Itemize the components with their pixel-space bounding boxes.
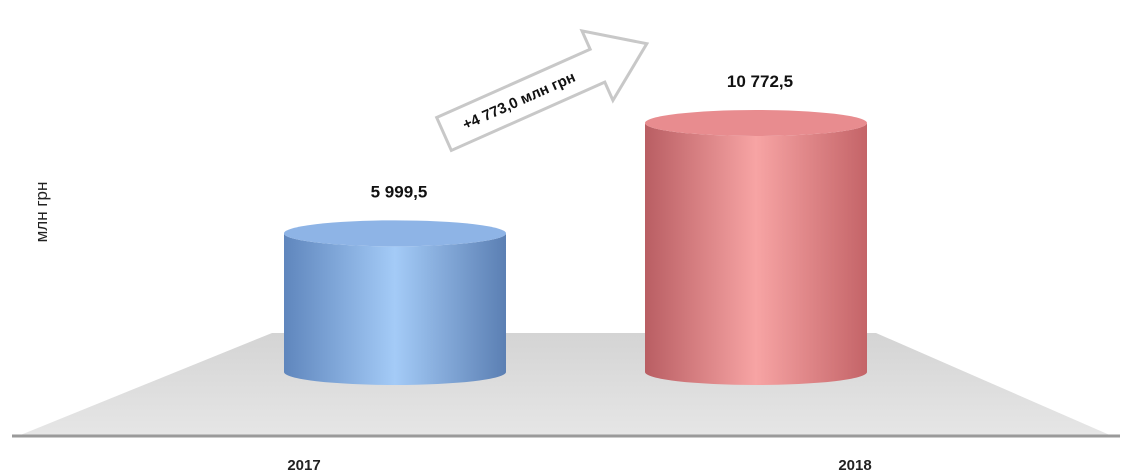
growth-arrow-shape xyxy=(434,28,650,153)
y-axis-label: млн грн xyxy=(32,182,51,243)
data-label-2017: 5 999,5 xyxy=(371,182,428,201)
bar-2018-top xyxy=(645,110,867,136)
chart-floor xyxy=(18,333,1112,436)
bar-2017 xyxy=(284,220,506,385)
bar-2017-body xyxy=(284,233,506,385)
growth-arrow: +4 773,0 млн грн xyxy=(434,28,650,153)
data-label-2018: 10 772,5 xyxy=(727,72,793,91)
bar-2018-body xyxy=(645,123,867,385)
bar-2017-top xyxy=(284,220,506,247)
bar-2018 xyxy=(645,110,867,385)
x-tick-label-2018: 2018 xyxy=(838,457,871,473)
x-tick-label-2017: 2017 xyxy=(287,457,320,473)
